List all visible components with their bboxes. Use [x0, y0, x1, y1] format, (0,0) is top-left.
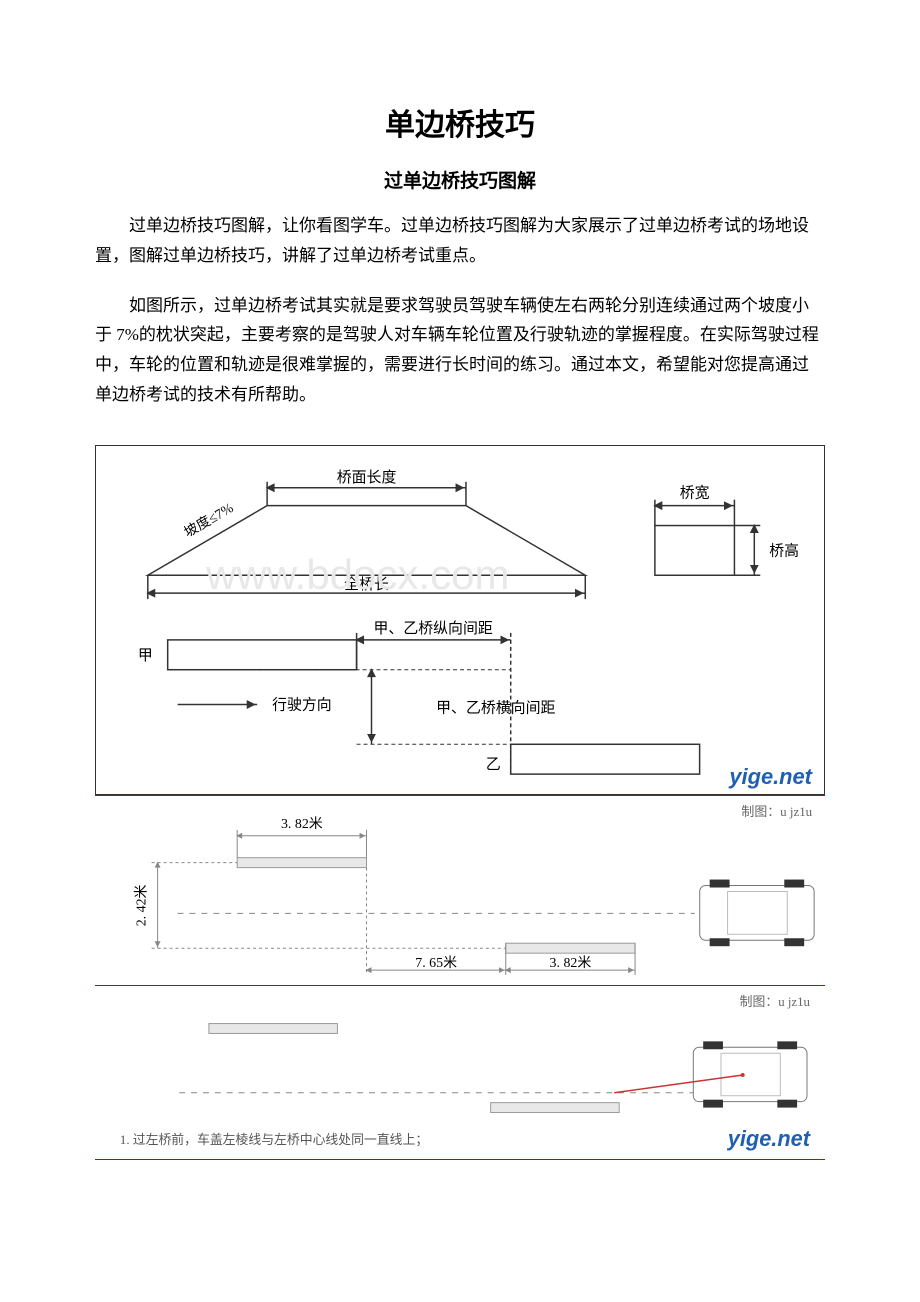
svg-text:制图：u jz1u: 制图：u jz1u — [740, 994, 811, 1008]
bridge-svg: 坡度≤7% 桥面长度 全桥长 桥宽 — [96, 446, 824, 794]
svg-text:行驶方向: 行驶方向 — [272, 696, 332, 713]
diagram-plan-1: 制图：u jz1u 3. 82米 2. 42米 7. 65米 — [95, 795, 825, 985]
svg-text:甲、乙桥横向间距: 甲、乙桥横向间距 — [436, 699, 555, 716]
svg-text:3. 82米: 3. 82米 — [281, 815, 323, 831]
svg-text:1. 过左桥前，车盖左棱线与左桥中心线处同一直线上；: 1. 过左桥前，车盖左棱线与左桥中心线处同一直线上； — [120, 1132, 428, 1148]
paragraph-2: 如图所示，过单边桥考试其实就是要求驾驶员驾驶车辆使左右两轮分别连续通过两个坡度小… — [95, 291, 825, 410]
svg-text:乙: 乙 — [486, 757, 501, 773]
svg-text:3. 82米: 3. 82米 — [550, 955, 592, 971]
diagram-bridge-schematic: www.bdocx.com 坡度≤7% 桥面长度 全桥长 — [95, 445, 825, 795]
svg-text:7. 65米: 7. 65米 — [415, 955, 457, 971]
svg-text:全桥长: 全桥长 — [344, 575, 389, 593]
diagram-plan-2: 制图：u jz1u 1. 过左桥前，车盖左棱线与左桥中心线处同一直线上； — [95, 985, 825, 1160]
paragraph-1: 过单边桥技巧图解，让你看图学车。过单边桥技巧图解为大家展示了过单边桥考试的场地设… — [95, 211, 825, 271]
svg-text:桥面长度: 桥面长度 — [337, 468, 397, 485]
diagrams: www.bdocx.com 坡度≤7% 桥面长度 全桥长 — [95, 445, 825, 1160]
svg-text:yige.net: yige.net — [727, 1126, 811, 1151]
svg-text:甲: 甲 — [138, 647, 153, 663]
page-subtitle: 过单边桥技巧图解 — [95, 166, 825, 193]
plan2-svg: 制图：u jz1u 1. 过左桥前，车盖左棱线与左桥中心线处同一直线上； — [95, 986, 825, 1159]
svg-text:甲、乙桥纵向间距: 甲、乙桥纵向间距 — [374, 619, 493, 636]
svg-text:桥宽: 桥宽 — [680, 484, 710, 501]
plan1-svg: 制图：u jz1u 3. 82米 2. 42米 7. 65米 — [95, 796, 825, 985]
page-title: 单边桥技巧 — [95, 100, 825, 144]
svg-text:制图：u jz1u: 制图：u jz1u — [741, 803, 812, 818]
svg-text:2. 42米: 2. 42米 — [134, 884, 150, 926]
svg-text:桥高: 桥高 — [769, 542, 799, 559]
svg-text:坡度≤7%: 坡度≤7% — [182, 499, 237, 540]
svg-text:yige.net: yige.net — [728, 764, 813, 789]
